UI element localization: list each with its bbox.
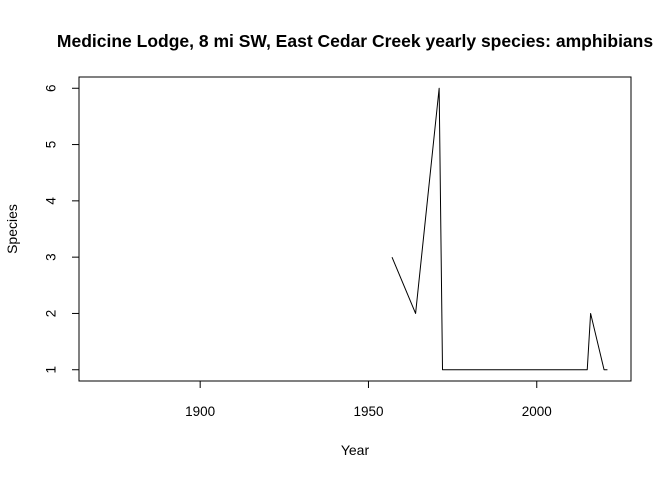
x-tick-label: 1950: [353, 404, 383, 419]
series-line: [391, 87, 608, 371]
y-tick-label: 3: [44, 253, 59, 261]
x-tick-label: 1900: [185, 404, 215, 419]
y-tick-label: 6: [44, 85, 59, 93]
y-tick-label: 2: [44, 310, 59, 318]
y-axis-label: Species: [4, 204, 20, 254]
y-axis: 1 2 3 4 5 6: [44, 85, 80, 374]
y-tick-label: 5: [44, 141, 59, 149]
x-axis-label: Year: [341, 442, 370, 458]
x-axis: 1900 1950 2000: [185, 380, 552, 419]
x-tick-label: 2000: [522, 404, 552, 419]
chart-title: Medicine Lodge, 8 mi SW, East Cedar Cree…: [57, 31, 653, 51]
y-tick-label: 4: [44, 197, 59, 205]
y-tick-label: 1: [44, 366, 59, 374]
plot-frame: [78, 76, 632, 382]
series-layer: [391, 87, 608, 371]
